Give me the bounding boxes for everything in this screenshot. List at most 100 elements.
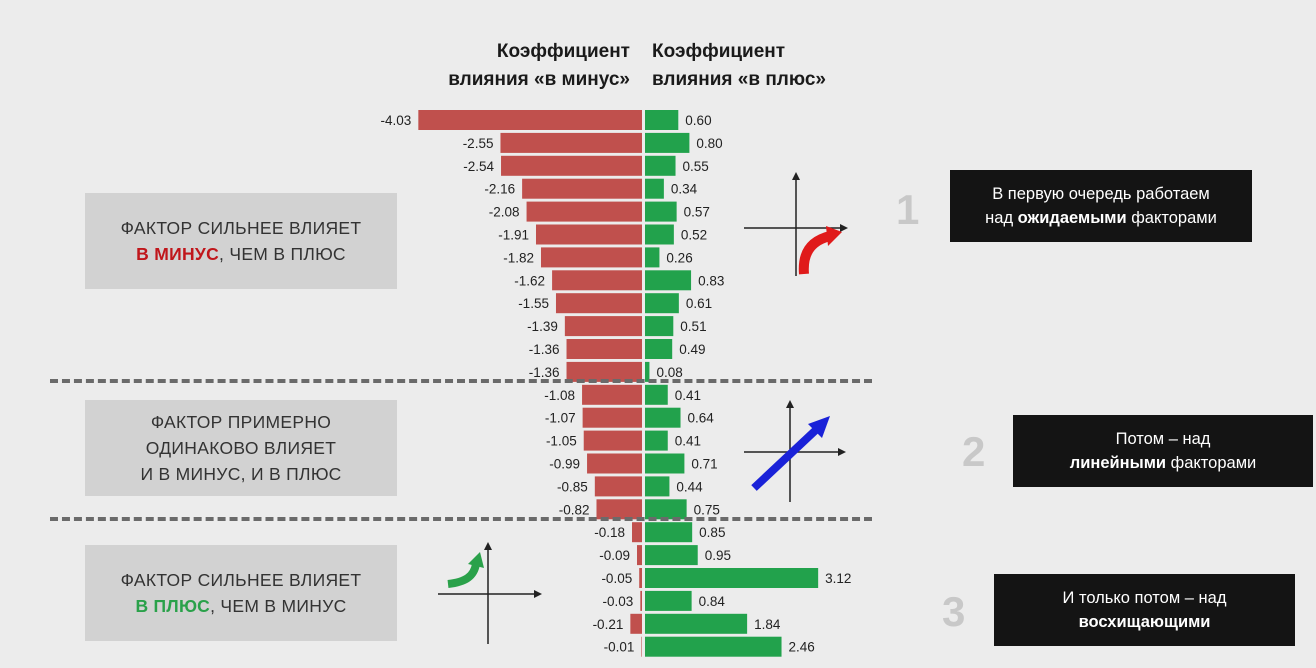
step-number-2: 2 xyxy=(962,428,986,475)
bar-label-positive: 0.49 xyxy=(679,342,705,357)
bar-label-negative: -2.08 xyxy=(489,205,520,220)
group-box-positive-line1: ФАКТОР СИЛЬНЕЕ ВЛИЯЕТ xyxy=(120,570,362,590)
bar-label-negative: -4.03 xyxy=(381,113,412,128)
bar-negative xyxy=(583,430,642,451)
bar-negative xyxy=(552,270,642,291)
group-box-linear-line2: ОДИНАКОВО ВЛИЯЕТ xyxy=(145,438,337,458)
bar-negative xyxy=(582,407,642,428)
header-positive-line2: влияния «в плюс» xyxy=(652,69,826,90)
header-negative-line2: влияния «в минус» xyxy=(448,69,630,90)
bar-negative xyxy=(501,155,642,176)
bar-label-positive: 0.95 xyxy=(705,548,731,563)
group-box-positive: ФАКТОР СИЛЬНЕЕ ВЛИЯЕТ В ПЛЮС, ЧЕМ В МИНУ… xyxy=(85,545,397,641)
bar-label-positive: 0.44 xyxy=(676,479,703,494)
bar-negative xyxy=(566,361,642,382)
step-box-1-pre: над xyxy=(985,209,1018,227)
bar-negative xyxy=(596,499,642,520)
bar-label-positive: 0.41 xyxy=(675,388,701,403)
bar-label-negative: -0.18 xyxy=(594,525,625,540)
step-box-2-bold: линейными xyxy=(1069,454,1167,472)
bar-negative xyxy=(594,476,642,497)
bar-positive xyxy=(645,476,670,497)
bar-negative xyxy=(566,339,642,359)
group-box-negative: ФАКТОР СИЛЬНЕЕ ВЛИЯЕТ В МИНУС, ЧЕМ В ПЛЮ… xyxy=(85,193,397,289)
header-negative-line1: Коэффициент xyxy=(496,41,630,62)
bar-label-negative: -0.21 xyxy=(593,617,624,632)
bar-negative xyxy=(639,568,642,588)
bar-label-negative: -1.82 xyxy=(503,250,534,265)
header-negative: Коэффициент влияния «в минус» xyxy=(420,38,630,94)
group-box-negative-line2: В МИНУС, ЧЕМ В ПЛЮС xyxy=(85,241,397,267)
bar-positive xyxy=(645,568,819,588)
group-box-positive-highlight: В ПЛЮС xyxy=(135,596,211,616)
step-box-1-line1: В первую очередь работаем xyxy=(992,185,1210,203)
bar-label-positive: 3.12 xyxy=(825,571,851,586)
bar-label-negative: -1.36 xyxy=(529,342,560,357)
bar-label-positive: 0.84 xyxy=(699,594,726,609)
bar-label-positive: 0.85 xyxy=(699,525,725,540)
bar-label-positive: 0.61 xyxy=(686,296,712,311)
step-box-2-line1: Потом – над xyxy=(1115,430,1211,448)
bar-positive xyxy=(645,407,681,428)
group-box-negative-rest: , ЧЕМ В ПЛЮС xyxy=(219,244,346,264)
bar-label-positive: 0.26 xyxy=(666,250,692,265)
header-positive-line1: Коэффициент xyxy=(652,41,786,62)
bar-label-negative: -1.08 xyxy=(544,388,575,403)
bar-label-negative: -0.05 xyxy=(601,571,632,586)
step-box-1-post: факторами xyxy=(1126,209,1217,227)
bar-positive xyxy=(645,110,679,130)
bar-label-negative: -1.36 xyxy=(529,365,560,380)
bar-negative xyxy=(640,590,642,611)
bar-positive xyxy=(645,636,782,657)
bar-negative xyxy=(535,224,642,245)
curved-arrow-up-red-icon xyxy=(744,172,848,276)
bar-label-negative: -1.07 xyxy=(545,411,576,426)
bar-label-negative: -1.05 xyxy=(546,434,577,449)
bar-label-negative: -0.85 xyxy=(557,479,588,494)
bar-positive xyxy=(645,132,690,153)
bar-negative xyxy=(637,545,642,566)
group-box-linear-line1: ФАКТОР ПРИМЕРНО xyxy=(150,412,332,432)
bar-positive xyxy=(645,453,685,474)
bar-label-negative: -1.62 xyxy=(514,273,545,288)
bar-label-positive: 0.34 xyxy=(671,182,698,197)
bar-negative xyxy=(522,178,642,199)
curved-arrow-up-green-icon xyxy=(438,542,542,644)
step-box-1: В первую очередь работаем над ожидаемыми… xyxy=(950,170,1252,242)
step-box-2-post: факторами xyxy=(1166,454,1257,472)
step-box-1-bold: ожидаемыми xyxy=(1017,209,1127,227)
bar-label-positive: 0.83 xyxy=(698,273,724,288)
bar-label-negative: -0.03 xyxy=(603,594,634,609)
group-box-negative-highlight: В МИНУС xyxy=(136,244,220,264)
step-number-1: 1 xyxy=(896,186,920,233)
bar-positive xyxy=(645,384,668,405)
group-divider-1 xyxy=(50,379,872,383)
bar-positive xyxy=(645,590,692,611)
group-box-positive-rest: , ЧЕМ В МИНУС xyxy=(210,596,347,616)
step-box-3-bold: восхищающими xyxy=(1078,613,1211,631)
bar-positive xyxy=(645,247,660,268)
bar-positive xyxy=(645,430,668,451)
group-box-negative-line1: ФАКТОР СИЛЬНЕЕ ВЛИЯЕТ xyxy=(120,218,362,238)
bar-negative xyxy=(526,201,642,222)
bar-positive xyxy=(645,361,650,382)
group-divider-2 xyxy=(50,517,872,521)
bar-label-positive: 1.84 xyxy=(754,617,781,632)
bar-label-negative: -0.01 xyxy=(604,640,635,655)
straight-arrow-up-blue-icon xyxy=(744,400,846,502)
bar-negative xyxy=(418,110,642,130)
bar-label-positive: 0.51 xyxy=(680,319,706,334)
bar-positive xyxy=(645,545,698,566)
bar-positive xyxy=(645,178,664,199)
bar-label-positive: 0.52 xyxy=(681,228,707,243)
step-box-1-line2: над ожидаемыми факторами xyxy=(950,206,1252,230)
bar-positive xyxy=(645,316,674,337)
bar-label-positive: 0.41 xyxy=(675,434,701,449)
bar-label-negative: -2.55 xyxy=(463,136,494,151)
bar-negative xyxy=(555,293,642,314)
step-number-3: 3 xyxy=(942,588,966,635)
bar-label-positive: 0.75 xyxy=(694,502,720,517)
bar-negative xyxy=(582,384,642,405)
step-box-3-line2: восхищающими xyxy=(994,610,1295,634)
bar-label-positive: 0.60 xyxy=(685,113,711,128)
